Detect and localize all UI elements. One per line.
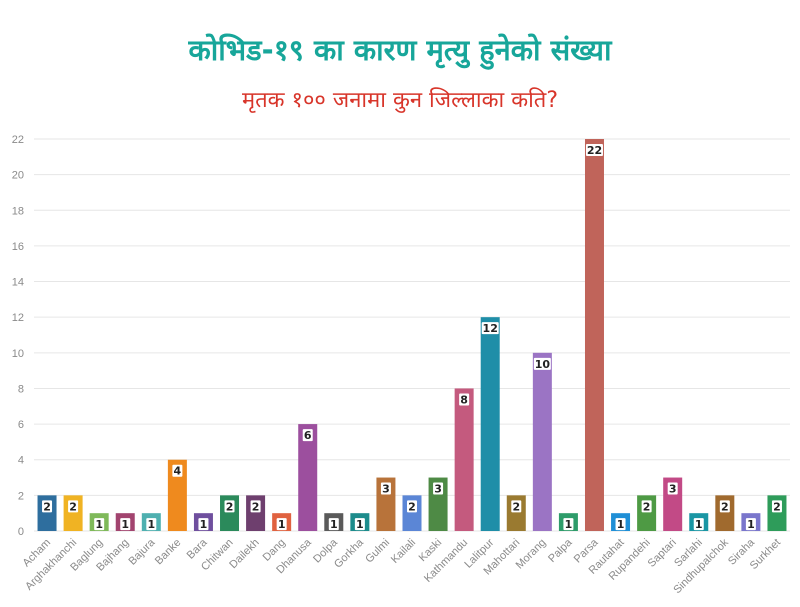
data-label-bg <box>42 500 53 513</box>
bar <box>532 352 552 531</box>
data-label: 1 <box>121 518 129 531</box>
x-tick-label: Dailekh <box>227 537 261 571</box>
data-label-bg <box>120 518 131 531</box>
data-label: 10 <box>535 358 551 371</box>
data-label: 1 <box>565 518 573 531</box>
x-tick-label: Bajura <box>126 536 158 568</box>
data-label-bg <box>407 500 417 513</box>
data-label: 1 <box>95 518 103 531</box>
data-label: 6 <box>304 429 312 442</box>
x-tick-label: Kailali <box>389 537 418 566</box>
chart-title: कोभिड-१९ का कारण मृत्यु हुनेको संख्या <box>188 33 612 67</box>
data-label-bg <box>459 393 470 406</box>
y-tick-label: 18 <box>12 205 24 217</box>
data-label-bg <box>68 500 79 513</box>
data-label: 2 <box>43 500 51 513</box>
data-label-bg <box>380 482 391 495</box>
data-label: 1 <box>356 518 364 531</box>
x-tick-label: Banke <box>153 537 184 568</box>
data-label: 1 <box>147 518 155 531</box>
data-label: 12 <box>483 322 498 335</box>
data-label-bg <box>302 429 313 442</box>
x-tick-label: Saptari <box>646 537 679 570</box>
data-label-bg <box>563 518 574 531</box>
data-label: 1 <box>617 518 625 531</box>
data-label-bg <box>198 518 209 531</box>
data-label-bg <box>250 500 261 513</box>
y-tick-label: 6 <box>18 419 24 431</box>
y-tick-label: 12 <box>12 312 24 324</box>
data-label: 1 <box>330 518 338 531</box>
data-label-bg <box>146 518 157 531</box>
data-label: 3 <box>669 483 677 496</box>
bar <box>298 424 318 531</box>
data-label-bg <box>481 322 499 335</box>
data-label: 1 <box>278 518 286 531</box>
x-tick-label: Palpa <box>546 536 575 565</box>
data-label: 2 <box>643 500 651 513</box>
y-tick-label: 0 <box>18 526 24 538</box>
data-label: 2 <box>408 500 416 513</box>
data-label-bg <box>771 500 782 513</box>
y-tick-label: 14 <box>12 277 24 289</box>
bar <box>167 459 187 531</box>
data-label: 2 <box>773 500 781 513</box>
y-tick-label: 8 <box>18 383 24 395</box>
data-label-bg <box>224 500 235 513</box>
data-label: 8 <box>460 393 468 406</box>
x-tick-label: Gorkha <box>332 536 367 571</box>
chart-subtitle: मृतक १०० जनामा कुन जिल्लाका कति? <box>241 88 559 113</box>
data-label: 1 <box>747 518 755 531</box>
bar <box>454 388 474 531</box>
data-label-bg <box>745 518 756 531</box>
x-tick-label: Gulmi <box>363 537 392 566</box>
data-label-bg <box>693 518 704 531</box>
data-label-bg <box>641 500 652 513</box>
y-tick-label: 10 <box>12 348 24 360</box>
y-tick-label: 2 <box>18 490 24 502</box>
data-label-bg <box>172 464 183 477</box>
data-label: 2 <box>69 500 77 513</box>
data-label-bg <box>615 518 626 531</box>
data-label: 2 <box>226 500 234 513</box>
data-label: 2 <box>721 500 729 513</box>
data-label-bg <box>719 500 730 513</box>
bar <box>480 317 500 531</box>
data-label-bg <box>328 518 339 531</box>
data-label: 1 <box>695 518 703 531</box>
data-label-bg <box>511 500 522 513</box>
data-label-bg <box>667 482 678 495</box>
data-label: 1 <box>200 518 208 531</box>
y-tick-label: 16 <box>12 241 24 253</box>
data-label: 2 <box>512 500 520 513</box>
data-label-bg <box>533 357 551 370</box>
data-label: 22 <box>587 144 602 157</box>
data-label-bg <box>276 518 287 531</box>
data-label-bg <box>94 518 105 531</box>
y-tick-label: 4 <box>18 455 24 467</box>
data-label: 3 <box>382 483 390 496</box>
data-label: 2 <box>252 500 260 513</box>
y-tick-label: 22 <box>12 134 24 146</box>
bar <box>584 139 604 531</box>
data-label-bg <box>433 482 444 495</box>
data-label-bg <box>354 518 365 531</box>
data-label: 3 <box>434 483 442 496</box>
y-tick-label: 20 <box>12 170 24 182</box>
data-label-bg <box>585 144 603 156</box>
data-label: 4 <box>174 465 182 478</box>
